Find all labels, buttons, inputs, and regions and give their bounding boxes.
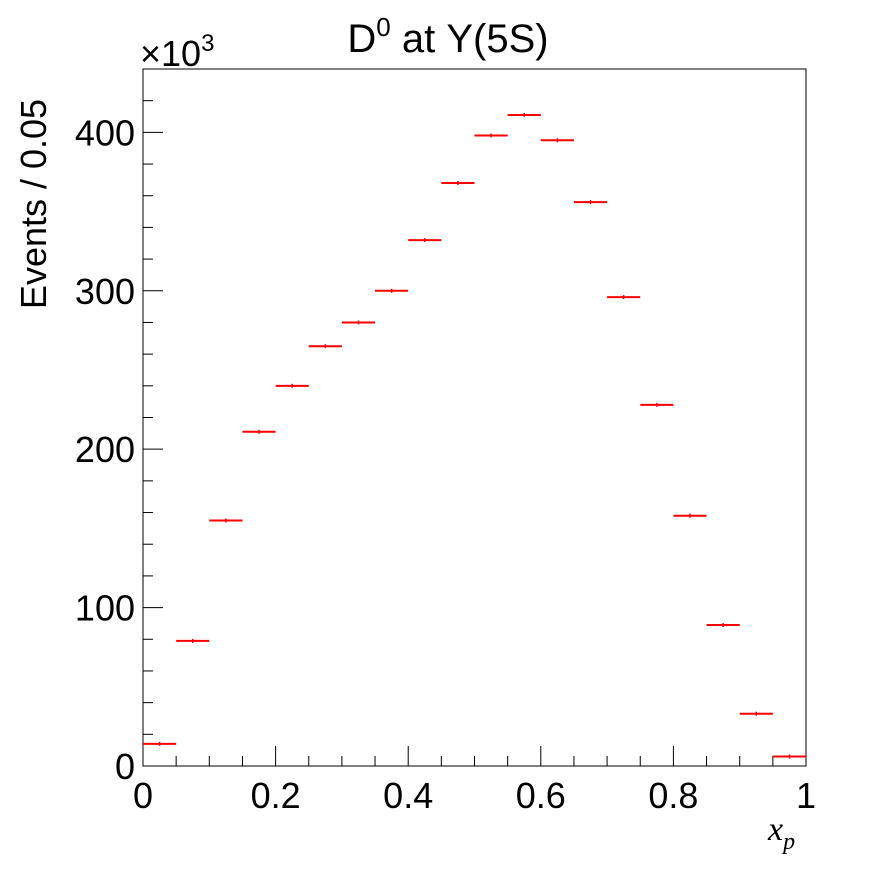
y-axis-tick-labels: 0 100 200 300 400 <box>75 112 135 787</box>
title-main: D <box>347 17 376 61</box>
y-tick-label: 0 <box>115 746 135 787</box>
plot-frame <box>142 68 807 767</box>
data-point <box>143 741 177 746</box>
data-point <box>474 133 508 138</box>
data-point <box>607 295 641 300</box>
y-tick-label: 400 <box>75 112 135 153</box>
x-tick-label: 0.6 <box>516 775 566 816</box>
x-axis-label-subscript: p <box>781 829 795 855</box>
x-axis-label-main: x <box>767 811 783 848</box>
data-point <box>275 383 309 388</box>
y-axis-ticks <box>143 68 163 767</box>
data-point <box>706 623 740 628</box>
x-tick-label: 0.2 <box>251 775 301 816</box>
data-point <box>176 638 210 643</box>
y-tick-label: 100 <box>75 588 135 629</box>
data-point <box>209 518 243 523</box>
data-point <box>540 138 574 143</box>
data-point <box>375 288 409 293</box>
data-point <box>640 402 674 407</box>
x-tick-label: 0 <box>133 775 153 816</box>
chart-title: D0 at Υ(5S) <box>347 12 548 61</box>
data-point <box>739 711 773 716</box>
data-point <box>673 513 707 518</box>
x-axis-label: xp <box>767 811 795 855</box>
data-point <box>507 112 541 117</box>
data-point <box>772 754 806 759</box>
x-tick-label: 0.4 <box>383 775 433 816</box>
title-rest: at Υ(5S) <box>391 17 549 61</box>
data-point <box>308 344 342 349</box>
data-point <box>341 320 376 325</box>
x-axis-ticks <box>142 746 807 766</box>
y-exponent-superscript: 3 <box>201 30 214 57</box>
data-points <box>143 112 806 759</box>
data-point <box>573 200 608 205</box>
data-point <box>441 181 475 186</box>
y-tick-label: 200 <box>75 429 135 470</box>
title-superscript: 0 <box>376 12 390 42</box>
x-tick-label: 0.8 <box>648 775 698 816</box>
y-axis-label: Events / 0.05 <box>13 99 54 309</box>
x-tick-label: 1 <box>796 775 816 816</box>
x-axis-tick-labels: 0 0.2 0.4 0.6 0.8 1 <box>133 775 816 816</box>
data-point <box>242 429 276 434</box>
y-exponent-label: ×103 <box>140 30 214 74</box>
y-exponent-prefix: ×10 <box>140 33 201 74</box>
y-tick-label: 300 <box>75 271 135 312</box>
data-point <box>408 238 442 243</box>
